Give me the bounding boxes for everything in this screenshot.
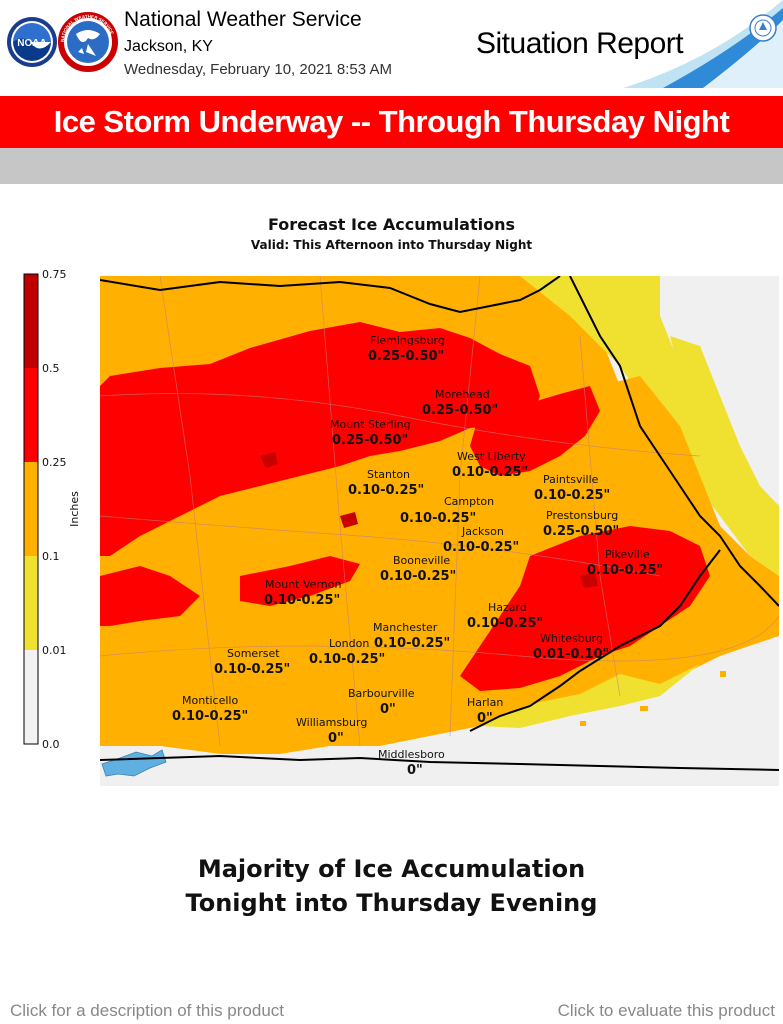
header-corner-graphic [623, 0, 783, 88]
zone-moderate-speckles [580, 606, 766, 726]
zone-light-ne-edge [670, 336, 779, 536]
office-location: Jackson, KY [124, 38, 213, 55]
place-name-mount-vernon: Mount Vernon [265, 578, 341, 591]
tn-boundary [100, 754, 779, 771]
noaa-logo-icon: NOAA [7, 17, 57, 67]
legend-tick-2: 0.25 [42, 456, 67, 469]
place-name-williamsburg: Williamsburg [296, 716, 367, 729]
map-legend: 0.75 0.5 0.25 0.1 0.01 0.0 Inches [23, 268, 81, 751]
place-name-stanton: Stanton [367, 468, 410, 481]
place-amount-booneville: 0.10-0.25" [380, 569, 456, 584]
legend-tick-0: 0.75 [42, 268, 67, 281]
header: NOAA NATIONAL WEATHER SERVICE National W… [0, 0, 783, 88]
place-amount-stanton: 0.10-0.25" [348, 483, 424, 498]
map-title: Forecast Ice Accumulations [267, 215, 516, 234]
legend-swatch-high [24, 368, 38, 462]
legend-swatch-none [24, 650, 38, 744]
commerce-seal-icon [749, 14, 777, 42]
place-name-jackson: Jackson [461, 525, 504, 538]
place-name-middlesboro: Middlesboro [378, 748, 445, 761]
place-name-flemingsburg: Flemingsburg [370, 334, 445, 347]
place-name-monticello: Monticello [182, 694, 238, 707]
place-name-booneville: Booneville [393, 554, 450, 567]
legend-tick-4: 0.01 [42, 644, 67, 657]
place-amount-mount-vernon: 0.10-0.25" [264, 593, 340, 608]
va-boundary [469, 549, 721, 732]
agency-logos: NOAA NATIONAL WEATHER SERVICE [7, 12, 118, 72]
place-amount-somerset: 0.10-0.25" [214, 662, 290, 677]
legend-swatch-light [24, 556, 38, 650]
summary-caption: Majority of Ice Accumulation Tonight int… [0, 852, 783, 920]
divider-band [0, 148, 783, 184]
office-name: National Weather Service [124, 8, 362, 31]
place-amount-west-liberty: 0.10-0.25" [452, 465, 528, 480]
zone-none-south [100, 636, 779, 786]
legend-swatch-heavy [24, 274, 38, 368]
place-amount-harlan: 0" [477, 711, 493, 726]
place-name-paintsville: Paintsville [543, 473, 599, 486]
place-name-mount-sterling: Mount Sterling [330, 418, 411, 431]
place-name-morehead: Morehead [435, 388, 490, 401]
headline-banner: Ice Storm Underway -- Through Thursday N… [0, 96, 783, 148]
place-name-hazard: Hazard [488, 601, 527, 614]
state-boundaries [100, 276, 779, 771]
evaluate-product-link[interactable]: Click to evaluate this product [557, 1001, 775, 1020]
place-amount-middlesboro: 0" [407, 763, 423, 778]
ohio-river-boundary [100, 276, 561, 314]
place-amount-williamsburg: 0" [328, 731, 344, 746]
svg-text:NOAA: NOAA [17, 38, 46, 49]
place-amount-hazard: 0.10-0.25" [467, 616, 543, 631]
product-title: Situation Report [476, 27, 684, 60]
place-name-west-liberty: West Liberty [457, 450, 526, 463]
place-name-whitesburg: Whitesburg [540, 632, 603, 645]
place-name-barbourville: Barbourville [348, 687, 415, 700]
caption-line-1: Majority of Ice Accumulation [197, 855, 586, 883]
place-amount-jackson: 0.10-0.25" [443, 540, 519, 555]
legend-tick-5: 0.0 [42, 738, 60, 751]
legend-swatch-moderate [24, 462, 38, 556]
place-labels: Flemingsburg 0.25-0.50" Morehead 0.25-0.… [172, 334, 663, 778]
zone-high-east-arm [470, 386, 600, 476]
caption-line-2: Tonight into Thursday Evening [185, 889, 598, 917]
legend-unit-label: Inches [68, 491, 81, 527]
zone-light-south [480, 664, 700, 728]
place-name-manchester: Manchester [373, 621, 438, 634]
place-amount-whitesburg: 0.01-0.10" [533, 647, 609, 662]
ice-accumulation-map: Flemingsburg 0.25-0.50" Morehead 0.25-0.… [100, 276, 779, 786]
place-amount-mount-sterling: 0.25-0.50" [332, 433, 408, 448]
place-name-somerset: Somerset [227, 647, 280, 660]
place-name-campton: Campton [444, 495, 494, 508]
place-name-london: London [329, 637, 369, 650]
place-amount-barbourville: 0" [380, 702, 396, 717]
product-description-link[interactable]: Click for a description of this product [10, 1001, 285, 1020]
zone-high-west-tail [100, 566, 200, 626]
place-amount-flemingsburg: 0.25-0.50" [368, 349, 444, 364]
place-amount-prestonsburg: 0.25-0.50" [543, 524, 619, 539]
zone-high-north [100, 322, 540, 556]
zone-high-se [460, 526, 710, 691]
place-amount-paintsville: 0.10-0.25" [534, 488, 610, 503]
roads [100, 276, 779, 747]
nws-logo-icon: NATIONAL WEATHER SERVICE [58, 12, 118, 72]
place-amount-campton: 0.10-0.25" [400, 511, 476, 526]
map-subtitle: Valid: This Afternoon into Thursday Nigh… [250, 238, 533, 252]
place-name-harlan: Harlan [467, 696, 503, 709]
place-name-prestonsburg: Prestonsburg [546, 509, 618, 522]
place-amount-pikeville: 0.10-0.25" [587, 563, 663, 578]
place-amount-manchester: 0.10-0.25" [374, 636, 450, 651]
place-amount-morehead: 0.25-0.50" [422, 403, 498, 418]
issued-time: Wednesday, February 10, 2021 8:53 AM [124, 61, 392, 78]
place-amount-london: 0.10-0.25" [309, 652, 385, 667]
place-name-pikeville: Pikeville [605, 548, 650, 561]
legend-tick-1: 0.5 [42, 362, 60, 375]
lake-water [101, 749, 167, 777]
wv-boundary [569, 276, 779, 607]
legend-tick-3: 0.1 [42, 550, 60, 563]
place-amount-monticello: 0.10-0.25" [172, 709, 248, 724]
zone-high-central-blob [240, 556, 360, 606]
